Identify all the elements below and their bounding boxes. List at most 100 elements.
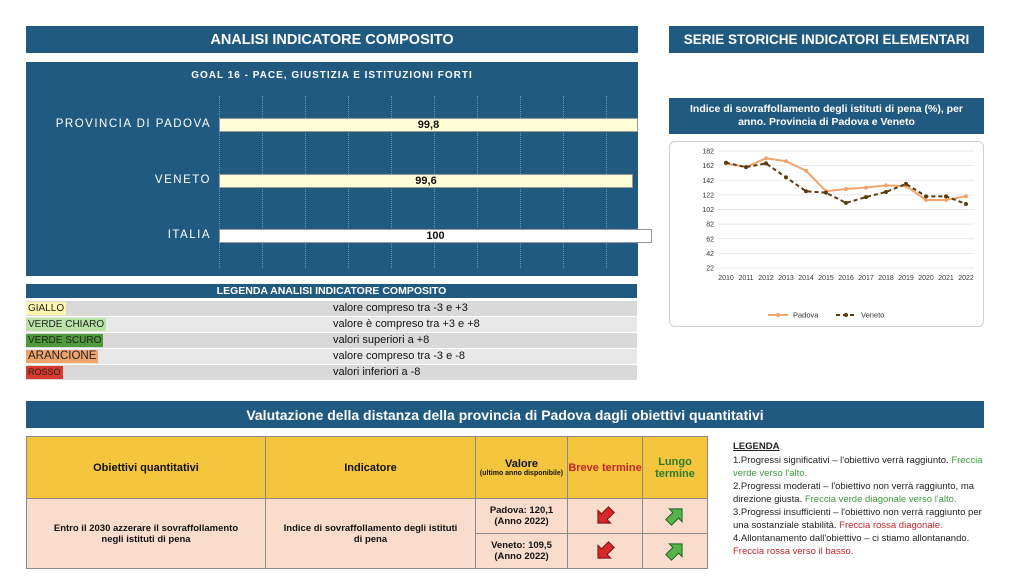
y-tick-label: 122 (702, 192, 714, 199)
data-point-veneto (824, 190, 828, 195)
legenda-note: Freccia verde diagonale verso l'alto. (804, 494, 957, 505)
bar-padova: 99,8 (219, 118, 638, 132)
data-point-veneto (744, 165, 748, 170)
y-tick-label: 62 (706, 236, 714, 243)
data-point-padova (964, 194, 968, 199)
y-tick-label: 162 (702, 163, 714, 170)
chart-title: Indice di sovraffollamento degli istitut… (669, 98, 984, 134)
y-tick-label: 102 (702, 207, 714, 214)
objectives-table: Obiettivi quantitativi Indicatore Valore… (26, 436, 708, 569)
x-tick-label: 2013 (778, 275, 794, 282)
data-point-padova (844, 187, 848, 192)
legend-value: valore è compreso tra +3 e +8 (333, 318, 480, 330)
legend-label-padova: Padova (793, 311, 819, 320)
legend-row: GIALLO valore compreso tra -3 e +3 (26, 301, 637, 316)
legend-key-giallo: GIALLO (26, 302, 67, 315)
y-tick-label: 142 (702, 178, 714, 185)
legend-key-verde-scuro: VERDE SCURO (26, 334, 104, 347)
legend-title: LEGENDA ANALISI INDICATORE COMPOSITO (26, 284, 637, 298)
series-header: SERIE STORICHE INDICATORI ELEMENTARI (669, 26, 984, 53)
legend-value: valore compreso tra -3 e +3 (333, 302, 468, 314)
legenda-note: Freccia rossa verso il basso. (733, 546, 854, 557)
data-point-veneto (724, 160, 728, 165)
evaluation-header: Valutazione della distanza della provinc… (26, 401, 984, 428)
indicator-cell: Indice di sovraffollamento degli istitut… (265, 498, 476, 569)
data-point-veneto (804, 189, 808, 194)
legend-row: ARANCIONE valore compreso tra -3 e -8 (26, 349, 637, 364)
x-tick-label: 2014 (798, 275, 814, 282)
header-indicatore: Indicatore (265, 436, 476, 499)
red-arrow-down-icon (568, 540, 642, 562)
x-tick-label: 2011 (738, 275, 753, 282)
x-tick-label: 2012 (758, 275, 774, 282)
bar-italia: 100 (219, 229, 652, 243)
data-point-veneto (924, 194, 928, 199)
legend-key-arancione: ARANCIONE (26, 350, 99, 363)
valore-padova-year: (Anno 2022) (494, 516, 549, 527)
valore-padova: Padova: 120,1 (489, 505, 554, 516)
x-tick-label: 2010 (718, 275, 734, 282)
data-point-veneto (844, 200, 848, 205)
goal-title: GOAL 16 - PACE, GIUSTIZIA E ISTITUZIONI … (191, 70, 473, 81)
line-chart: 182 162 142 122 102 82 62 42 22 2010 2011 2012 2013 2… (702, 149, 974, 320)
data-point-padova (764, 156, 768, 161)
lungo-cell-veneto (642, 533, 708, 569)
breve-cell-veneto (567, 533, 643, 569)
header-lungo: Lungo termine (642, 436, 708, 499)
legend-row: VERDE SCURO valori superiori a +8 (26, 333, 637, 348)
x-tick-label: 2022 (958, 275, 974, 282)
valore-veneto: Veneto: 109,5 (491, 540, 552, 551)
data-point-padova (884, 183, 888, 188)
green-arrow-up-icon (643, 540, 707, 562)
arrow-legend: LEGENDA 1.Progressi significativi – l'ob… (733, 440, 989, 558)
composite-header: ANALISI INDICATORE COMPOSITO (26, 26, 638, 53)
legenda-text: 1.Progressi significativi – l'obiettivo … (733, 455, 949, 466)
data-point-padova (924, 197, 928, 202)
x-tick-label: 2018 (878, 275, 894, 282)
x-tick-label: 2020 (918, 275, 934, 282)
legend-marker-padova (776, 313, 780, 317)
legend-value: valori inferiori a -8 (333, 366, 421, 378)
data-point-veneto (944, 194, 948, 199)
legend-label-veneto: Veneto (861, 311, 884, 320)
x-tick-label: 2016 (838, 275, 854, 282)
breve-cell-padova (567, 498, 643, 534)
header-obiettivi: Obiettivi quantitativi (26, 436, 266, 499)
legenda-title: LEGENDA (733, 441, 780, 452)
y-tick-label: 22 (706, 266, 714, 273)
y-tick-label: 42 (706, 251, 714, 258)
legend-marker-veneto (844, 313, 848, 317)
legenda-text: 2.Progressi moderati – l'obiettivo non v… (733, 481, 975, 505)
objective-cell: Entro il 2030 azzerare il sovraffollamen… (26, 498, 266, 569)
data-point-veneto (784, 175, 788, 180)
legenda-item: 1.Progressi significativi – l'obiettivo … (733, 454, 989, 480)
legend-value: valore compreso tra -3 e -8 (333, 350, 466, 362)
legenda-text: 3.Progressi insufficienti – l'obiettivo … (733, 507, 982, 531)
x-tick-label: 2017 (858, 275, 874, 282)
header-valore: Valore (ultimo anno disponibile) (475, 436, 568, 499)
x-tick-label: 2019 (898, 275, 914, 282)
legend-value: valori superiori a +8 (333, 334, 430, 346)
y-tick-label: 182 (702, 149, 714, 156)
composite-indicator-panel: GOAL 16 - PACE, GIUSTIZIA E ISTITUZIONI … (26, 62, 652, 276)
header-valore-label: Valore (504, 458, 539, 470)
data-point-padova (804, 168, 808, 173)
legend-key-verde-chiaro: VERDE CHIARO (26, 318, 107, 331)
data-point-padova (944, 197, 948, 202)
header-valore-note: (ultimo anno disponibile) (479, 470, 564, 477)
legend-row: VERDE CHIARO valore è compreso tra +3 e … (26, 317, 637, 332)
data-point-padova (864, 185, 868, 190)
data-point-veneto (764, 161, 768, 166)
legenda-note: Freccia verde verso l'alto. (733, 455, 983, 479)
green-arrow-up-icon (643, 505, 707, 527)
x-tick-label: 2015 (818, 275, 834, 282)
valore-cell-padova: Padova: 120,1 (Anno 2022) (475, 498, 568, 534)
legend-key-rosso: ROSSO (26, 366, 63, 379)
row-label-italia: ITALIA (167, 229, 211, 241)
data-point-veneto (964, 202, 968, 207)
legenda-item: 4.Allontanamento dall'obiettivo – ci sti… (733, 532, 989, 558)
data-point-padova (784, 159, 788, 164)
data-point-veneto (884, 189, 888, 194)
legenda-item: 2.Progressi moderati – l'obiettivo non v… (733, 480, 989, 506)
valore-cell-veneto: Veneto: 109,5 (Anno 2022) (475, 533, 568, 569)
